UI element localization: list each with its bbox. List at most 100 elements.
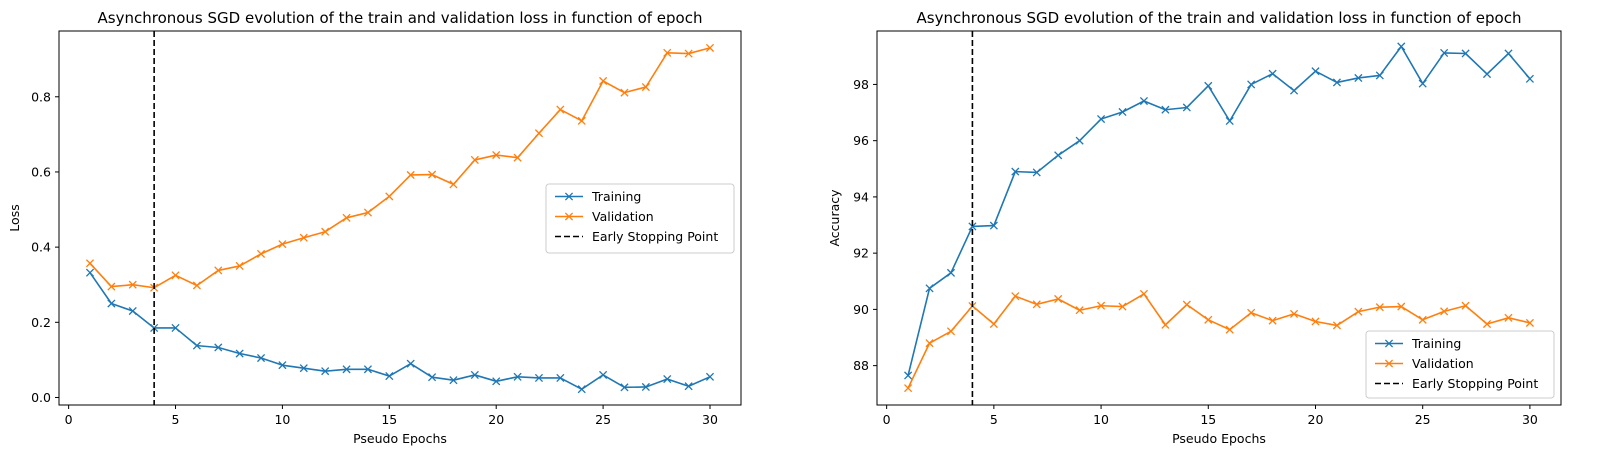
data-point-validation bbox=[1482, 319, 1492, 329]
chart-2: Asynchronous SGD evolution of the train … bbox=[827, 9, 1562, 446]
data-point-validation bbox=[1118, 302, 1127, 311]
data-point-training bbox=[1375, 71, 1384, 80]
data-point-validation bbox=[904, 384, 913, 393]
data-point-validation bbox=[192, 281, 201, 290]
legend-label: Early Stopping Point bbox=[1412, 376, 1538, 391]
data-point-training bbox=[214, 343, 223, 352]
data-point-training bbox=[1247, 80, 1256, 89]
data-point-validation bbox=[235, 261, 244, 270]
data-point-training bbox=[492, 377, 501, 386]
data-point-training bbox=[1182, 103, 1191, 112]
x-tick-label: 0 bbox=[883, 412, 891, 427]
data-point-training bbox=[428, 373, 437, 382]
data-point-validation bbox=[663, 48, 672, 57]
x-tick-label: 20 bbox=[488, 412, 504, 427]
data-point-training bbox=[577, 385, 586, 394]
data-point-validation bbox=[1268, 316, 1277, 325]
legend-label: Training bbox=[1411, 336, 1461, 351]
data-point-validation bbox=[1182, 300, 1191, 309]
data-point-training bbox=[1461, 49, 1470, 58]
data-point-validation bbox=[107, 282, 116, 291]
legend-box bbox=[545, 183, 735, 254]
data-point-training bbox=[85, 268, 95, 277]
data-point-training bbox=[470, 370, 479, 379]
data-point-training bbox=[904, 371, 913, 380]
series-line-validation bbox=[907, 293, 1531, 389]
x-tick-label: 5 bbox=[990, 412, 998, 427]
plot-frame bbox=[58, 30, 742, 406]
data-point-training bbox=[363, 365, 372, 374]
plot-area bbox=[85, 31, 715, 405]
legend: Training Validation Early Stopping Point bbox=[1365, 330, 1555, 399]
plot-frame bbox=[876, 30, 1562, 406]
legend-label: Early Stopping Point bbox=[592, 229, 718, 244]
data-point-training bbox=[1504, 49, 1513, 58]
data-point-training bbox=[1354, 73, 1363, 83]
data-point-training bbox=[968, 222, 977, 231]
data-point-training bbox=[449, 376, 458, 385]
data-point-validation bbox=[1418, 315, 1427, 324]
data-point-training bbox=[150, 323, 159, 333]
data-point-validation bbox=[641, 82, 650, 92]
y-tick-label: 98 bbox=[853, 77, 869, 92]
data-point-training bbox=[705, 372, 715, 381]
data-point-validation bbox=[492, 150, 501, 160]
data-point-validation bbox=[925, 339, 934, 348]
data-point-training bbox=[599, 370, 608, 379]
data-point-training bbox=[321, 367, 330, 376]
data-point-training bbox=[1311, 67, 1320, 76]
data-point-validation bbox=[1289, 309, 1299, 318]
y-tick-label: 0.6 bbox=[31, 164, 51, 179]
legend: Training Validation Early Stopping Point bbox=[545, 183, 735, 254]
y-tick-label: 0.4 bbox=[31, 240, 51, 255]
legend-label: Validation bbox=[1412, 356, 1474, 371]
data-point-validation bbox=[1354, 307, 1363, 316]
x-tick-label: 15 bbox=[1200, 412, 1216, 427]
x-tick-label: 30 bbox=[702, 412, 718, 427]
chart-title: Asynchronous SGD evolution of the train … bbox=[917, 9, 1522, 27]
data-point-validation bbox=[620, 88, 629, 97]
legend-label: Validation bbox=[592, 209, 654, 224]
data-point-training bbox=[192, 341, 201, 350]
x-tick-label: 20 bbox=[1308, 412, 1324, 427]
data-point-validation bbox=[1311, 317, 1320, 326]
data-point-validation bbox=[705, 43, 715, 52]
data-point-training bbox=[1011, 167, 1020, 176]
data-point-training bbox=[342, 365, 351, 374]
y-tick-label: 0.8 bbox=[31, 89, 51, 104]
data-point-training bbox=[684, 382, 693, 391]
data-point-validation bbox=[449, 180, 458, 189]
data-point-validation bbox=[513, 153, 522, 162]
data-point-validation bbox=[946, 327, 956, 336]
data-point-validation bbox=[385, 192, 394, 201]
data-point-validation bbox=[1332, 321, 1341, 330]
data-point-validation bbox=[534, 129, 544, 138]
data-point-training bbox=[385, 371, 394, 381]
x-axis-label: Pseudo Epochs bbox=[1172, 431, 1266, 446]
y-tick-label: 92 bbox=[853, 246, 869, 261]
data-point-training bbox=[1054, 151, 1063, 160]
data-point-validation bbox=[1075, 306, 1084, 315]
legend-marker bbox=[564, 212, 574, 221]
y-axis-label: Loss bbox=[7, 204, 22, 231]
x-tick-label: 10 bbox=[1093, 412, 1109, 427]
data-point-training bbox=[1525, 74, 1534, 83]
data-point-training bbox=[1118, 107, 1127, 117]
y-tick-label: 94 bbox=[853, 189, 869, 204]
data-point-validation bbox=[1225, 325, 1234, 334]
data-point-training bbox=[946, 268, 956, 277]
data-point-training bbox=[620, 383, 629, 392]
data-point-validation bbox=[1440, 307, 1449, 316]
data-point-validation bbox=[470, 155, 479, 164]
data-point-validation bbox=[1504, 313, 1513, 322]
data-point-validation bbox=[214, 266, 223, 275]
data-point-validation bbox=[1525, 318, 1534, 327]
y-tick-label: 90 bbox=[853, 302, 869, 317]
data-point-training bbox=[256, 353, 266, 363]
y-tick-label: 88 bbox=[853, 358, 869, 373]
series-line-training bbox=[907, 45, 1531, 376]
data-point-validation bbox=[989, 319, 998, 329]
data-point-training bbox=[663, 375, 672, 384]
series-line-training bbox=[89, 272, 711, 391]
